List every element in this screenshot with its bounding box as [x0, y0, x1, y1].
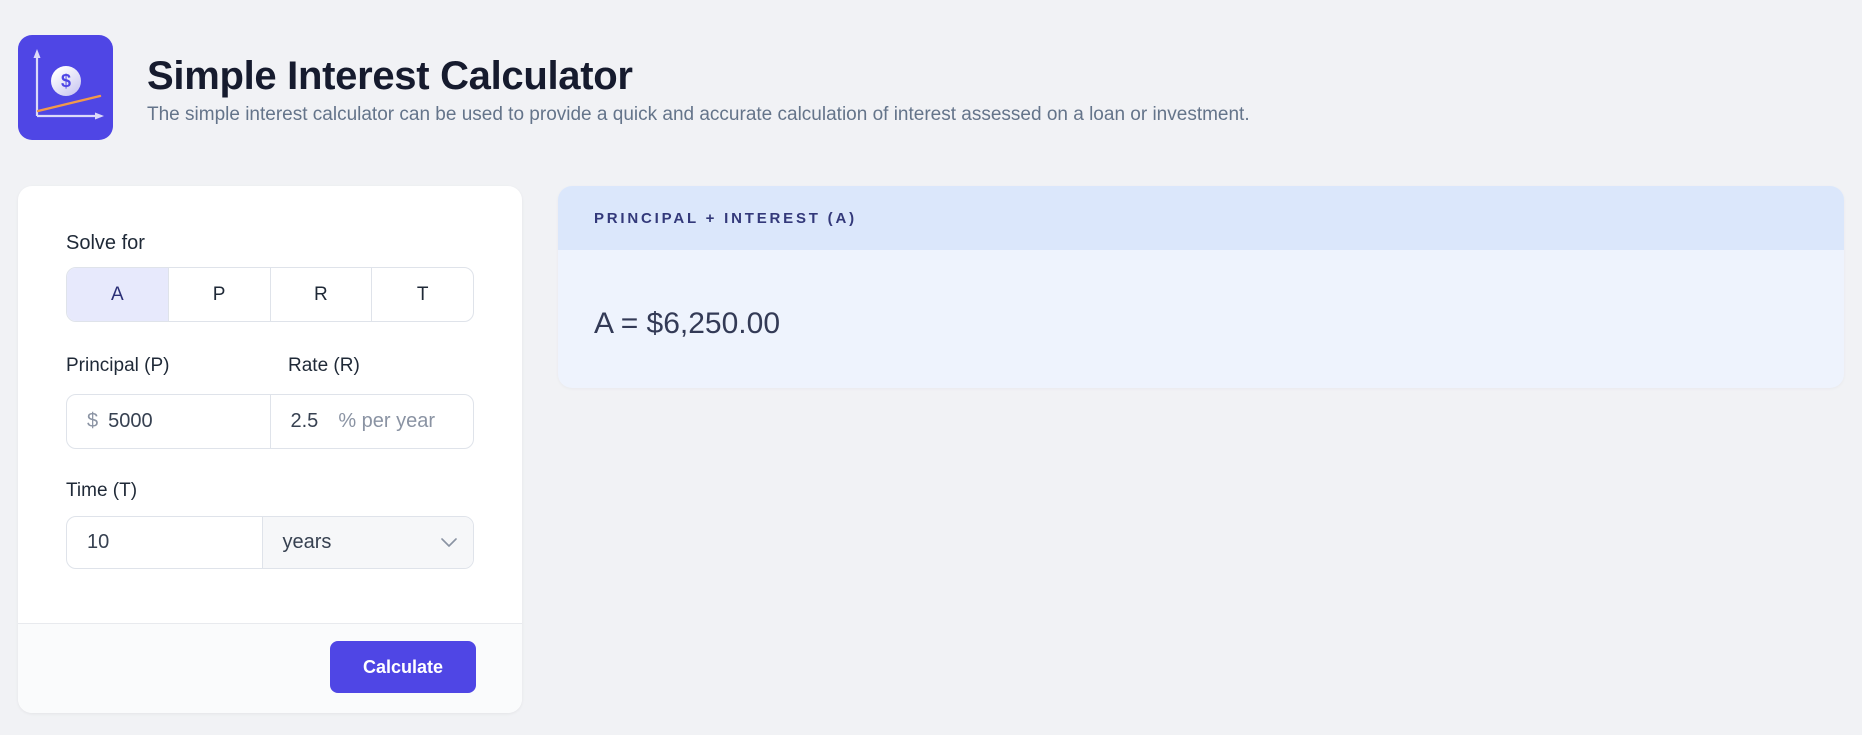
svg-text:$: $ [61, 71, 71, 91]
